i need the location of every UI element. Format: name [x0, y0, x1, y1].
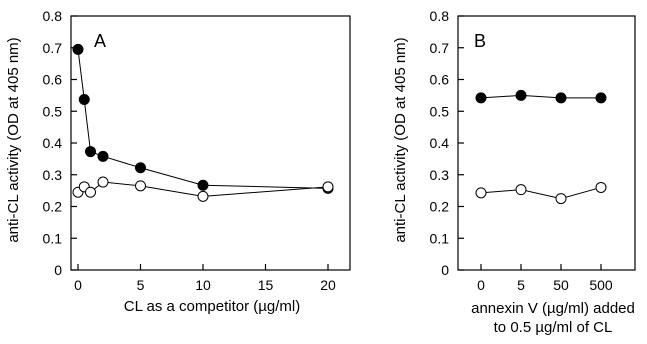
- panel-b-open-point: [595, 181, 607, 193]
- panel-b-x-tick-label: 50: [553, 277, 569, 293]
- panel-a: anti-CL activity (OD at 405 nm) 00.10.20…: [5, 8, 351, 315]
- panel-a-open-point: [85, 186, 96, 198]
- panel-a-x-tick-label: 20: [320, 277, 336, 293]
- panel-b-y-tick-label: 0.3: [430, 167, 450, 183]
- panel-b-series-open-line: [480, 186, 602, 200]
- panel-a-y-ticks: 0 0.1 0.2 0.3 0.4 0.5 0.6 0.7 0.8: [43, 8, 77, 278]
- panel-a-y-tick-label: 0.1: [43, 230, 63, 246]
- panel-a-x-tick-label: 10: [195, 277, 211, 293]
- panel-b-open-point: [555, 193, 567, 205]
- panel-b-series-filled-line: [480, 94, 601, 99]
- panel-a-letter: A: [94, 31, 106, 51]
- panel-a-series-filled-line: [77, 49, 329, 189]
- panel-a-open-point: [97, 176, 109, 188]
- panel-a-filled-point: [197, 179, 209, 191]
- panel-b-open-point: [475, 187, 487, 199]
- panel-b-filled-point: [515, 89, 527, 101]
- panel-a-y-tick-label: 0: [54, 262, 62, 278]
- panel-a-filled-point: [135, 162, 146, 174]
- panel-b-series: [475, 89, 607, 205]
- panel-b-plot-frame: [457, 15, 636, 271]
- panel-b-y-tick-label: 0.8: [430, 8, 450, 24]
- panel-b-x-tick-label: 500: [589, 277, 613, 293]
- panel-b-letter: B: [474, 31, 486, 51]
- panel-a-y-tick-label: 0.4: [43, 135, 63, 151]
- panel-b: anti-CL activity (OD at 405 nm) 00.10.20…: [392, 8, 636, 336]
- panel-b-x-axis-label-line-1: annexin V (µg/ml) added: [471, 300, 635, 317]
- panel-b-x-tick-label: 0: [477, 277, 485, 293]
- panel-a-filled-point: [78, 94, 90, 106]
- panel-a-open-point: [322, 181, 334, 193]
- panel-b-y-tick-label: 0.6: [430, 72, 450, 88]
- panel-a-x-ticks: 0 5 10 15 20: [74, 264, 336, 293]
- panel-b-y-tick-label: 0.7: [430, 40, 450, 56]
- panel-a-filled-point: [97, 150, 109, 162]
- panel-b-filled-point: [555, 92, 567, 104]
- panel-a-y-tick-label: 0.7: [43, 40, 63, 56]
- panel-b-filled-point: [475, 92, 487, 104]
- panel-b-y-ticks: 0 0.1 0.2 0.3 0.4 0.5 0.6 0.7 0.8: [430, 8, 464, 278]
- panel-a-filled-point: [85, 146, 96, 158]
- panel-a-y-tick-label: 0.6: [43, 72, 63, 88]
- panel-a-filled-point: [72, 43, 84, 55]
- panel-b-x-tick-label: 5: [517, 277, 525, 293]
- panel-b-y-tick-label: 0.4: [430, 135, 450, 151]
- panel-a-y-tick-label: 0.8: [43, 8, 63, 24]
- panel-a-y-tick-label: 0.3: [43, 167, 63, 183]
- panel-b-y-tick-label: 0.5: [430, 103, 450, 119]
- panel-b-x-ticks: 0 5 50 500: [477, 264, 613, 293]
- panel-b-y-tick-label: 0.2: [430, 199, 450, 215]
- panel-a-y-tick-label: 0.2: [43, 199, 63, 215]
- panel-b-x-axis-label-line-2: to 0.5 µg/ml of CL: [494, 319, 613, 336]
- panel-a-plot-frame: [70, 15, 351, 271]
- panel-b-y-axis-label: anti-CL activity (OD at 405 nm): [392, 37, 409, 242]
- panel-a-y-tick-label: 0.5: [43, 103, 63, 119]
- panel-a-open-point: [135, 180, 146, 192]
- panel-b-filled-point: [595, 92, 607, 104]
- panel-a-series: [72, 43, 334, 202]
- panel-a-open-point: [197, 190, 209, 202]
- panel-a-x-tick-label: 5: [137, 277, 145, 293]
- panel-a-x-tick-label: 0: [74, 277, 82, 293]
- panel-a-y-axis-label: anti-CL activity (OD at 405 nm): [5, 37, 22, 242]
- panel-a-x-tick-label: 15: [258, 277, 274, 293]
- panel-b-open-point: [515, 184, 527, 196]
- panel-a-x-axis-label: CL as a competitor (µg/ml): [124, 298, 300, 315]
- panel-b-y-tick-label: 0.1: [430, 230, 450, 246]
- panel-b-y-tick-label: 0: [441, 262, 449, 278]
